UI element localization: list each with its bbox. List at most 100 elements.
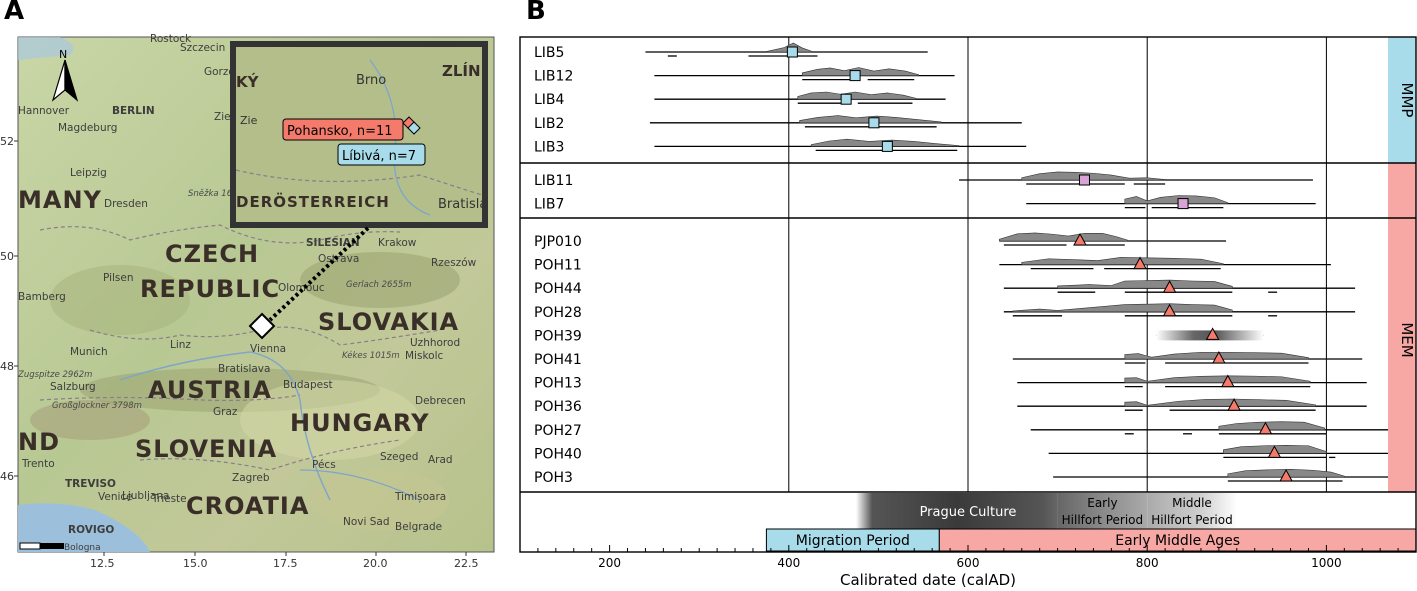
country-austria: AUSTRIA xyxy=(148,376,272,404)
peak-gerlach: Gerlach 2655m xyxy=(346,280,412,290)
city-rostock: Rostock xyxy=(150,33,192,45)
inset-city-brno: Brno xyxy=(356,73,386,88)
city-bratislava: Bratislava xyxy=(218,363,270,375)
city-linz: Linz xyxy=(170,339,191,351)
city-venice: Venice xyxy=(98,491,133,503)
sample-label-poh40: POH40 xyxy=(534,446,582,462)
median-marker xyxy=(1162,280,1177,293)
city-debrecen: Debrecen xyxy=(415,395,466,407)
map-x-tick-12-5: 12.5 xyxy=(90,557,115,570)
median-marker xyxy=(1162,303,1177,317)
country-germany: MANY xyxy=(18,186,102,214)
sample-label-pjp010: PJP010 xyxy=(534,234,582,250)
median-marker xyxy=(1205,327,1220,340)
period-bar-label-0: Migration Period xyxy=(796,533,910,549)
period-band-1 xyxy=(1057,493,1148,529)
map-x-tick-15: 15.0 xyxy=(183,557,208,570)
sample-label-lib2: LIB2 xyxy=(534,116,564,132)
density-curve xyxy=(1012,303,1233,313)
median-marker xyxy=(1279,468,1293,482)
city-graz: Graz xyxy=(213,406,238,418)
sample-row-poh27: POH27 xyxy=(534,421,1416,439)
radiocarbon-chart: LIB5 LIB12 LIB4 LIB2 LIB3 LIB11 LIB7 PJP010 POH1… xyxy=(519,36,1417,589)
city-berlin: BERLIN xyxy=(112,105,155,117)
city-magdeburg: Magdeburg xyxy=(58,122,117,134)
panel-b: B xyxy=(505,0,1417,591)
region-treviso: TREVISO xyxy=(65,478,116,490)
sample-label-poh11: POH11 xyxy=(534,258,582,274)
city-hannover: Hannover xyxy=(18,105,70,117)
city-miskolc: Miskolc xyxy=(405,350,443,362)
sample-row-lib4: LIB4 xyxy=(534,91,946,108)
city-vienna: Vienna xyxy=(250,343,286,355)
sample-row-lib11: LIB11 xyxy=(534,171,1313,189)
country-croatia: CROATIA xyxy=(186,492,309,520)
sample-label-lib7: LIB7 xyxy=(534,197,564,213)
group-strip-mmp xyxy=(1388,37,1416,163)
median-marker xyxy=(868,117,880,129)
median-marker xyxy=(1078,174,1090,186)
city-uzhhorod: Uzhhorod xyxy=(410,337,460,349)
map-y-tick-50: 50 xyxy=(0,250,14,263)
x-tick-label-800: 800 xyxy=(1136,556,1159,570)
city-arad: Arad xyxy=(428,454,453,466)
sample-row-pjp010: PJP010 xyxy=(534,232,1227,250)
median-marker xyxy=(1212,350,1226,364)
site-pohansko-label: Pohansko, n=11 xyxy=(287,124,393,139)
map: MANY CZECH REPUBLIC SLOVAKIA AUSTRIA HUN… xyxy=(0,33,495,570)
period-band-0 xyxy=(856,493,1058,529)
x-tick-label-1000: 1000 xyxy=(1311,556,1342,570)
country-republic: REPUBLIC xyxy=(140,275,280,303)
site-pohansko: Pohansko, n=11 xyxy=(282,116,416,141)
peak-zugspitze: Zugspitze 2962m xyxy=(17,370,92,380)
city-trieste: Trieste xyxy=(151,493,187,505)
city-timisoara: Timișoara xyxy=(394,491,446,503)
period-label-prague: Prague Culture xyxy=(920,505,1017,520)
period-bar-label-1: Early Middle Ages xyxy=(1115,533,1240,549)
region-silesian: SILESIAN xyxy=(306,237,360,249)
sample-label-poh3: POH3 xyxy=(534,470,573,486)
north-label: N xyxy=(59,48,67,61)
sample-row-poh3: POH3 xyxy=(534,468,1416,486)
median-marker xyxy=(1133,256,1147,270)
sample-label-poh28: POH28 xyxy=(534,305,582,321)
region-rovigo: ROVIGO xyxy=(68,524,114,536)
density-curve xyxy=(1057,279,1233,289)
median-marker xyxy=(1220,374,1235,388)
density-curve xyxy=(1124,375,1311,383)
panel-letter-b: B xyxy=(526,0,546,26)
country-hungary: HUNGARY xyxy=(290,409,429,437)
city-krakow: Krakow xyxy=(378,237,417,249)
group-strip-mid xyxy=(1388,163,1416,218)
city-bologna: Bologna xyxy=(64,543,101,553)
city-munich: Munich xyxy=(70,346,108,358)
density-curve xyxy=(1218,421,1325,431)
sample-row-poh11: POH11 xyxy=(534,256,1331,274)
period-label-1-line1: Early xyxy=(1087,496,1117,510)
density-curve xyxy=(1124,195,1229,204)
map-y-tick-52: 52 xyxy=(0,135,14,148)
sample-label-poh13: POH13 xyxy=(534,376,582,392)
sample-row-lib3: LIB3 xyxy=(534,138,1027,155)
city-olomouc: Olomouc xyxy=(278,282,325,294)
country-poland-fragment: ND xyxy=(18,428,60,456)
group-label-mem: MEM xyxy=(1398,322,1416,357)
median-marker xyxy=(881,140,893,152)
city-szczecin: Szczecin xyxy=(180,42,225,54)
median-marker xyxy=(1073,232,1087,246)
peak-grossglockner: Großglockner 3798m xyxy=(52,401,142,411)
map-x-tick-22-5: 22.5 xyxy=(454,557,479,570)
city-dresden: Dresden xyxy=(104,198,148,210)
sample-row-lib5: LIB5 xyxy=(534,42,928,61)
city-szeged: Szeged xyxy=(380,451,418,463)
density-curve xyxy=(1124,398,1316,407)
sample-row-poh36: POH36 xyxy=(534,398,1367,415)
panel-letter-a: A xyxy=(4,0,25,26)
panel-a: A xyxy=(0,0,500,591)
median-marker xyxy=(1258,421,1273,435)
site-libiva-label: Líbivá, n=7 xyxy=(342,149,416,164)
city-pecs: Pécs xyxy=(312,459,336,471)
map-y-tick-46: 46 xyxy=(0,470,14,483)
sample-row-poh44: POH44 xyxy=(534,279,1356,297)
north-arrow-icon: N xyxy=(51,48,79,102)
